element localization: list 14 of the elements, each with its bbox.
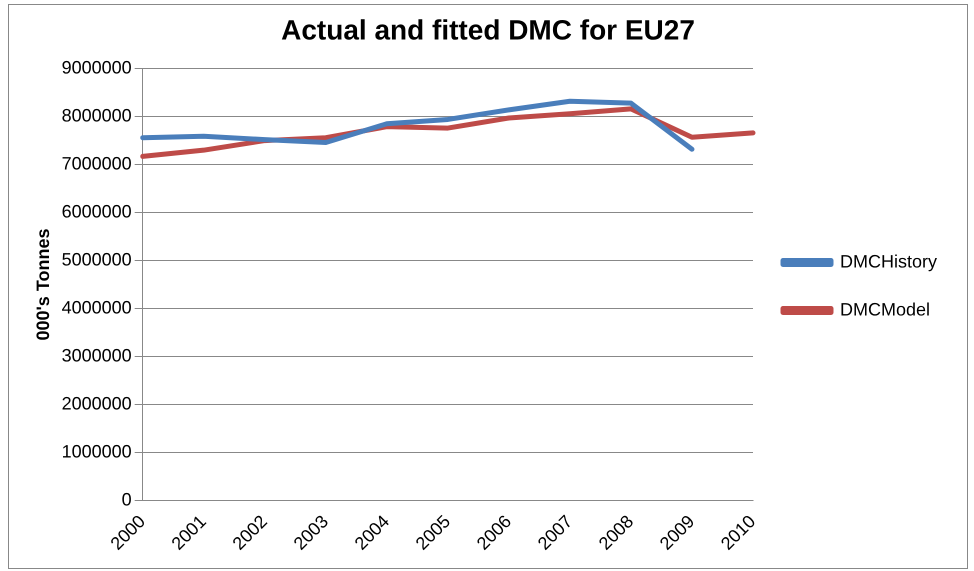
- y-tick-label: 2000000: [62, 393, 132, 414]
- y-tick-label: 9000000: [62, 58, 132, 78]
- y-axis-title: 000's Tonnes: [32, 228, 53, 341]
- legend-label: DMCHistory: [840, 251, 938, 272]
- y-tick-label: 7000000: [62, 154, 132, 174]
- y-tick-label: 0: [122, 489, 132, 510]
- y-tick-label: 6000000: [62, 202, 132, 222]
- legend-label: DMCModel: [840, 299, 930, 320]
- y-tick-label: 5000000: [62, 249, 132, 270]
- y-tick-label: 4000000: [62, 297, 132, 318]
- y-tick-label: 3000000: [62, 345, 132, 366]
- y-tick-label: 1000000: [62, 441, 132, 462]
- y-tick-label: 8000000: [62, 106, 132, 126]
- chart-title: Actual and fitted DMC for EU27: [281, 14, 695, 46]
